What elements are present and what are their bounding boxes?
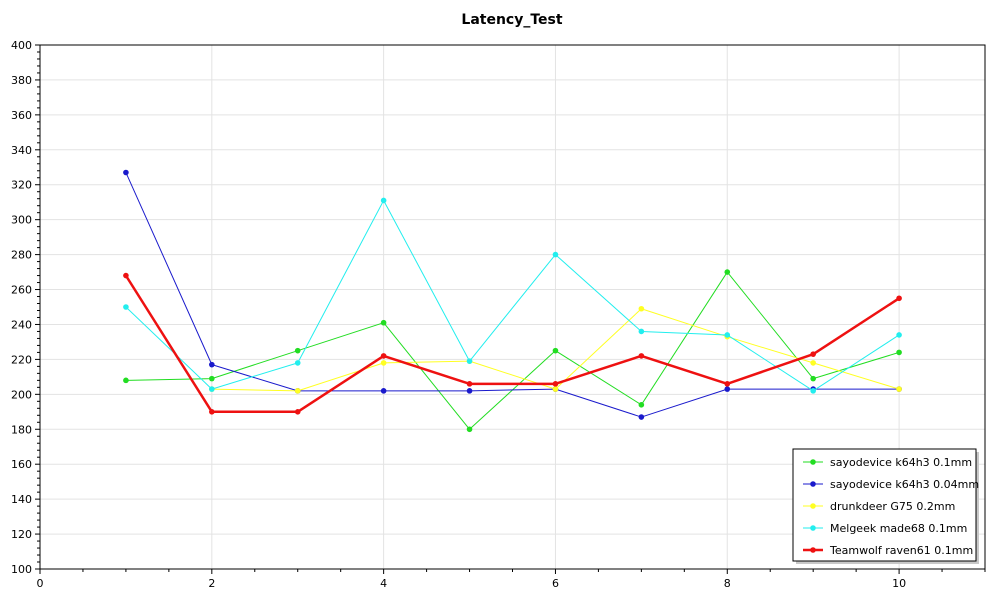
x-tick-label: 2 xyxy=(208,577,215,590)
y-tick-label: 160 xyxy=(11,458,32,471)
x-tick-label: 8 xyxy=(724,577,731,590)
legend: sayodevice k64h3 0.1mm sayodevice k64h3 0… xyxy=(792,448,979,564)
series-4 xyxy=(123,197,902,394)
data-point xyxy=(810,360,816,366)
legend-label: sayodevice k64h3 0.04mm xyxy=(830,478,979,491)
data-point xyxy=(810,351,816,357)
legend-label: drunkdeer G75 0.2mm xyxy=(830,500,955,513)
data-point xyxy=(896,295,902,302)
data-point xyxy=(123,272,129,279)
data-point xyxy=(638,402,645,408)
data-point xyxy=(552,251,559,258)
data-point xyxy=(209,386,215,392)
data-point xyxy=(123,169,129,176)
data-point xyxy=(638,328,645,335)
x-tick-label: 6 xyxy=(552,577,559,590)
y-tick-label: 120 xyxy=(11,528,32,541)
data-point xyxy=(380,319,387,326)
data-point xyxy=(552,381,559,387)
data-point xyxy=(638,305,645,312)
y-tick-label: 340 xyxy=(11,144,32,157)
data-point xyxy=(123,304,129,310)
y-tick-label: 300 xyxy=(11,214,32,227)
data-point xyxy=(380,360,387,366)
series-line xyxy=(125,271,900,430)
data-point xyxy=(123,377,129,384)
data-point xyxy=(466,426,473,433)
y-tick-label: 200 xyxy=(11,388,32,401)
y-tick-label: 400 xyxy=(11,39,32,52)
data-point xyxy=(380,353,387,359)
data-point xyxy=(294,360,301,366)
data-point xyxy=(466,358,473,364)
data-point xyxy=(294,409,301,415)
series-line xyxy=(125,199,900,392)
y-tick-label: 280 xyxy=(11,249,32,262)
x-tick-label: 4 xyxy=(380,577,387,590)
data-point xyxy=(896,386,902,392)
legend-swatch-marker xyxy=(810,525,816,531)
y-tick-label: 360 xyxy=(11,109,32,122)
grid xyxy=(40,44,985,569)
data-point xyxy=(810,375,816,382)
data-point xyxy=(638,414,645,420)
y-tick-label: 260 xyxy=(11,284,32,297)
data-point xyxy=(380,388,387,394)
data-point xyxy=(209,375,215,382)
series-line xyxy=(125,172,900,418)
data-point xyxy=(209,361,215,368)
chart-title: Latency_Test xyxy=(461,12,562,28)
data-point xyxy=(638,353,645,359)
data-point xyxy=(466,381,473,387)
series-2 xyxy=(123,169,902,420)
data-point xyxy=(724,386,731,392)
y-tick-label: 100 xyxy=(11,563,32,576)
y-tick-label: 140 xyxy=(11,493,32,506)
data-point xyxy=(724,269,731,275)
legend-box xyxy=(792,448,977,562)
legend-swatch-marker xyxy=(810,459,816,465)
data-point xyxy=(724,381,731,387)
y-tick-label: 240 xyxy=(11,318,32,331)
legend-swatch-marker xyxy=(810,503,816,509)
data-point xyxy=(380,197,387,204)
y-tick-label: 320 xyxy=(11,179,32,192)
data-point xyxy=(896,332,902,338)
x-tick-label: 10 xyxy=(892,577,906,590)
x-tick-label: 0 xyxy=(37,577,44,590)
data-point xyxy=(552,347,559,354)
y-tick-label: 380 xyxy=(11,74,32,87)
data-point xyxy=(294,347,301,354)
series-line xyxy=(124,274,900,414)
axes: 1001201401601802002202402602803003203403… xyxy=(11,39,986,590)
legend-label: Melgeek made68 0.1mm xyxy=(830,522,967,535)
y-tick-label: 180 xyxy=(11,423,32,436)
data-point xyxy=(724,332,731,338)
legend-label: Teamwolf raven61 0.1mm xyxy=(829,544,973,557)
legend-swatch-marker xyxy=(810,547,816,553)
data-point xyxy=(896,349,902,356)
data-point xyxy=(466,388,473,394)
data-point xyxy=(209,409,215,415)
legend-swatch-marker xyxy=(810,481,816,487)
series-layer xyxy=(123,169,902,433)
series-1 xyxy=(123,269,902,433)
data-point xyxy=(552,386,559,392)
series-5 xyxy=(123,272,902,415)
legend-label: sayodevice k64h3 0.1mm xyxy=(830,456,972,469)
y-tick-label: 220 xyxy=(11,353,32,366)
data-point xyxy=(294,388,301,394)
data-point xyxy=(810,388,816,394)
